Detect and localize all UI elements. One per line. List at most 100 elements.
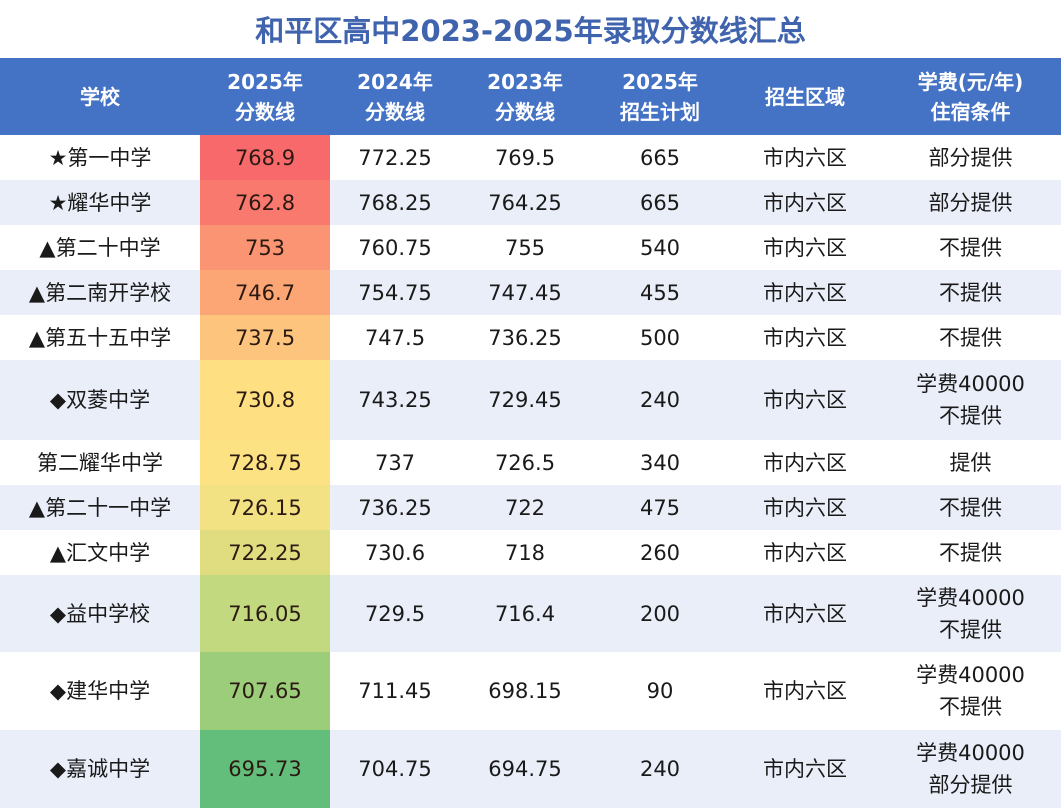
fee-housing-line1: 部分提供 [928,190,1013,215]
plan-2025-cell: 240 [590,730,730,808]
column-header-line2: 招生计划 [620,99,700,124]
column-header-line1: 2024年 [357,69,433,94]
column-header-line2: 分数线 [495,99,555,124]
school-name: ◆嘉诚中学 [0,730,200,808]
school-name: ◆益中学校 [0,575,200,652]
table-row: ★耀华中学 762.8 768.25 764.25 665 市内六区 部分提供 [0,180,1061,225]
score-2024-cell: 754.75 [330,270,460,315]
score-2025-cell: 707.65 [200,652,330,730]
area-cell: 市内六区 [730,315,880,360]
score-2025-cell: 722.25 [200,530,330,575]
score-2025-cell: 753 [200,225,330,270]
fee-housing-line1: 不提供 [939,540,1002,565]
fee-housing-cell: 不提供 [880,270,1061,315]
table-row: ★第一中学 768.9 772.25 769.5 665 市内六区 部分提供 [0,135,1061,180]
score-2025-cell: 737.5 [200,315,330,360]
fee-housing-cell: 不提供 [880,225,1061,270]
school-name: ▲第二十中学 [0,225,200,270]
fee-housing-line1: 学费40000 [916,741,1025,765]
table-row: ▲汇文中学 722.25 730.6 718 260 市内六区 不提供 [0,530,1061,575]
column-header-line1: 学费(元/年) [917,69,1024,94]
fee-housing-line2: 部分提供 [928,773,1013,797]
score-2023-cell: 769.5 [460,135,590,180]
school-name: ◆双菱中学 [0,360,200,440]
column-header-line1: 2025年 [622,69,698,94]
fee-housing-line1: 学费40000 [916,663,1025,687]
score-2024-cell: 711.45 [330,652,460,730]
plan-2025-cell: 665 [590,135,730,180]
column-header-score-2024: 2024年分数线 [330,58,460,135]
score-2025-cell: 726.15 [200,485,330,530]
school-name: ▲第五十五中学 [0,315,200,360]
fee-housing-line2: 不提供 [939,617,1002,642]
plan-2025-cell: 260 [590,530,730,575]
fee-housing-line1: 学费40000 [916,585,1025,610]
score-2023-cell: 722 [460,485,590,530]
fee-housing-line1: 不提供 [939,495,1002,520]
school-name: ▲第二十一中学 [0,485,200,530]
fee-housing-line1: 不提供 [939,235,1002,260]
fee-housing-line1: 不提供 [939,280,1002,305]
area-cell: 市内六区 [730,485,880,530]
table-row: 第二耀华中学 728.75 737 726.5 340 市内六区 提供 [0,440,1061,485]
plan-2025-cell: 540 [590,225,730,270]
score-2023-cell: 729.45 [460,360,590,440]
fee-housing-line2: 不提供 [939,404,1002,428]
fee-housing-line1: 学费40000 [916,372,1025,396]
fee-housing-line1: 提供 [949,450,992,475]
column-header-line1: 2025年 [227,69,303,94]
score-2025-cell: 728.75 [200,440,330,485]
area-cell: 市内六区 [730,225,880,270]
table-row: ◆益中学校 716.05 729.5 716.4 200 市内六区 学费40000 不提供 [0,575,1061,652]
table-row: ◆嘉诚中学 695.73 704.75 694.75 240 市内六区 学费40000 部分提… [0,730,1061,808]
score-2023-cell: 726.5 [460,440,590,485]
plan-2025-cell: 455 [590,270,730,315]
school-name: ★耀华中学 [0,180,200,225]
score-2025-cell: 730.8 [200,360,330,440]
column-header-line1: 招生区域 [765,84,845,109]
score-2024-cell: 768.25 [330,180,460,225]
column-header-line2: 住宿条件 [930,99,1011,124]
score-2024-cell: 737 [330,440,460,485]
column-header-area: 招生区域 [730,58,880,135]
score-2025-cell: 695.73 [200,730,330,808]
area-cell: 市内六区 [730,575,880,652]
fee-housing-cell: 不提供 [880,315,1061,360]
area-cell: 市内六区 [730,360,880,440]
school-name: ★第一中学 [0,135,200,180]
area-cell: 市内六区 [730,652,880,730]
fee-housing-cell: 部分提供 [880,135,1061,180]
score-2024-cell: 760.75 [330,225,460,270]
plan-2025-cell: 90 [590,652,730,730]
score-2023-cell: 718 [460,530,590,575]
column-header-plan-2025: 2025年招生计划 [590,58,730,135]
fee-housing-cell: 学费40000 不提供 [880,652,1061,730]
score-table: 学校 2025年 分数线 2024年 分数线 2023年 分数线 2025年 招生计划 招生区域学… [0,58,1061,808]
score-2025-cell: 746.7 [200,270,330,315]
score-2023-cell: 736.25 [460,315,590,360]
fee-housing-line1: 不提供 [939,325,1002,350]
table-row: ◆建华中学 707.65 711.45 698.15 90 市内六区 学费40000 不提供 [0,652,1061,730]
score-2024-cell: 730.6 [330,530,460,575]
score-2025-cell: 762.8 [200,180,330,225]
fee-housing-cell: 提供 [880,440,1061,485]
school-name: 第二耀华中学 [0,440,200,485]
table-row: ◆双菱中学 730.8 743.25 729.45 240 市内六区 学费40000 不提供 [0,360,1061,440]
fee-housing-cell: 部分提供 [880,180,1061,225]
area-cell: 市内六区 [730,135,880,180]
plan-2025-cell: 665 [590,180,730,225]
table-row: ▲第二十一中学 726.15 736.25 722 475 市内六区 不提供 [0,485,1061,530]
column-header-line2: 分数线 [235,99,295,124]
area-cell: 市内六区 [730,730,880,808]
column-header-score-2025: 2025年分数线 [200,58,330,135]
area-cell: 市内六区 [730,440,880,485]
plan-2025-cell: 340 [590,440,730,485]
fee-housing-cell: 学费40000 不提供 [880,575,1061,652]
column-header-line2: 分数线 [365,99,425,124]
table-body: ★第一中学 768.9 772.25 769.5 665 市内六区 部分提供 ★耀华中学 762… [0,135,1061,808]
score-2023-cell: 764.25 [460,180,590,225]
score-2023-cell: 698.15 [460,652,590,730]
column-header-school: 学校 [0,58,200,135]
score-2024-cell: 704.75 [330,730,460,808]
school-name: ◆建华中学 [0,652,200,730]
